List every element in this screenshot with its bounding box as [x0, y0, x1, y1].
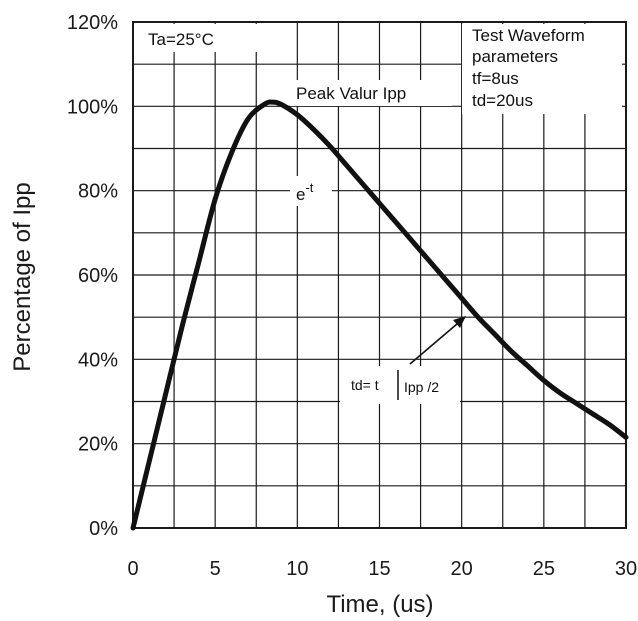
y-tick-label: 40%: [78, 349, 118, 371]
peak-label-bg: [290, 80, 452, 106]
x-tick-label: 15: [368, 558, 390, 580]
y-tick-labels: 0% 20% 40% 60% 80% 100% 120%: [67, 12, 118, 540]
td-arrow-head: [453, 316, 466, 328]
exp-base: e: [296, 185, 305, 204]
ta-label-bg: [134, 24, 258, 52]
td-def-right: Ipp /2: [404, 379, 439, 395]
exp-label-bg: [290, 176, 332, 206]
td-def-bg: [340, 366, 460, 404]
test-params-bg: [462, 24, 622, 114]
ta-label: Ta=25°C: [148, 30, 214, 49]
x-tick-label: 10: [286, 558, 308, 580]
x-tick-labels: 0 5 10 15 20 25 30: [127, 558, 637, 580]
td-value: td=20us: [472, 91, 533, 110]
x-tick-label: 20: [451, 558, 473, 580]
y-tick-label: 20%: [78, 434, 118, 456]
x-tick-label: 25: [533, 558, 555, 580]
x-tick-label: 5: [210, 558, 221, 580]
y-tick-label: 0%: [89, 518, 118, 540]
plot-frame: [132, 21, 627, 529]
y-tick-label: 80%: [78, 181, 118, 203]
y-tick-label: 60%: [78, 265, 118, 287]
y-axis-title: Percentage of Ipp: [9, 182, 36, 371]
y-tick-label: 100%: [67, 96, 118, 118]
exp-label: e-t: [296, 180, 314, 204]
tf-value: tf=8us: [472, 69, 519, 88]
test-waveform-title: Test Waveform: [472, 26, 585, 45]
x-axis-title: Time, (us): [326, 591, 433, 618]
td-arrow: [409, 317, 465, 365]
waveform-curve: [130, 99, 629, 531]
x-tick-label: 0: [127, 558, 138, 580]
y-tick-label: 120%: [67, 12, 118, 34]
td-def-left: td= t: [351, 377, 379, 393]
x-tick-label: 30: [615, 558, 637, 580]
exp-power: -t: [305, 180, 313, 195]
test-waveform-params: parameters: [472, 47, 558, 66]
peak-label: Peak Valur Ipp: [296, 84, 406, 103]
